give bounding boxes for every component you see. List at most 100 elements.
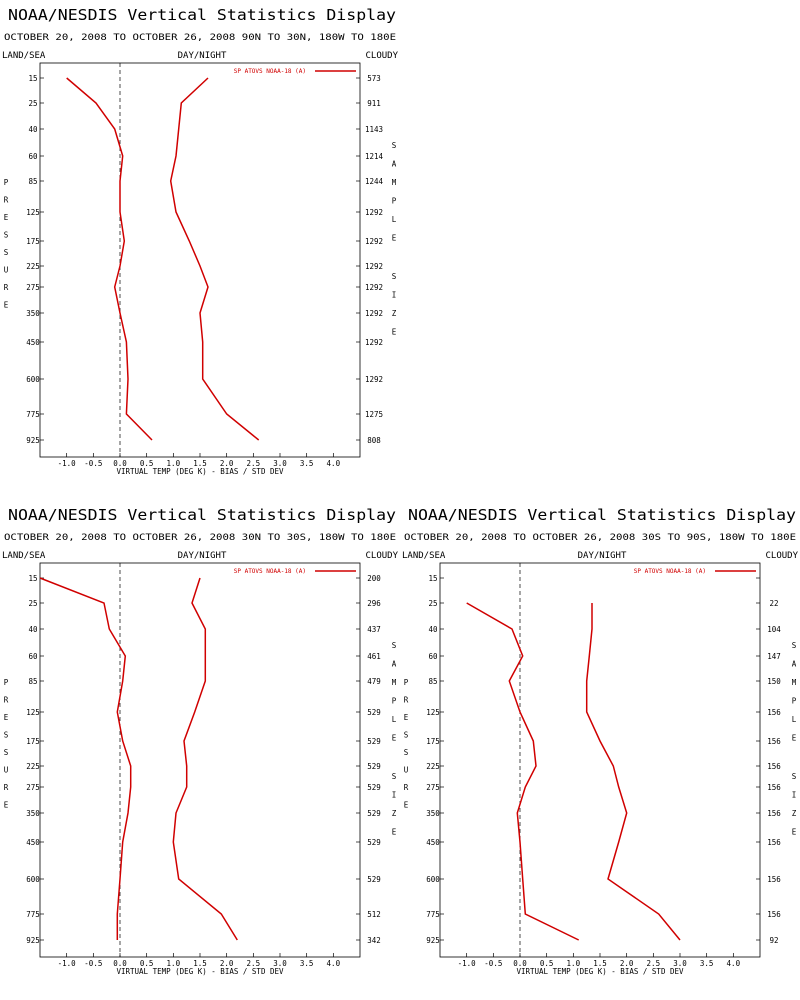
chart-panel-30n-30s: NOAA/NESDIS Vertical Statistics Display O… — [0, 500, 400, 1000]
sample-size-label: 156 — [767, 783, 781, 792]
chart-panel-90n-30n: NOAA/NESDIS Vertical Statistics Display O… — [0, 0, 400, 500]
y-axis-label-right-letter: A — [792, 660, 797, 669]
pressure-level-label: 225 — [426, 762, 440, 771]
x-tick-label: -0.5 — [84, 959, 102, 968]
pressure-level-label: 450 — [26, 838, 40, 847]
x-tick-label: 1.5 — [193, 959, 207, 968]
sample-size-label: 147 — [767, 652, 781, 661]
y-axis-label-left-letter: E — [4, 301, 9, 310]
sample-size-label: 1292 — [365, 208, 383, 217]
pressure-level-label: 600 — [26, 375, 40, 384]
x-tick-label: -1.0 — [458, 959, 477, 968]
legend-label: SP ATOVS NOAA-18 (A) — [234, 68, 306, 75]
y-axis-label-right-letter: E — [392, 234, 397, 243]
y-axis-label-left-letter: E — [4, 801, 9, 810]
y-axis-label-left-letter: E — [404, 801, 409, 810]
y-axis-label-left-letter: S — [4, 748, 9, 757]
x-tick-label: 3.0 — [673, 959, 687, 968]
header-land-sea: LAND/SEA — [2, 551, 46, 561]
x-axis-label: VIRTUAL TEMP (DEG K) - BIAS / STD DEV — [116, 467, 284, 476]
y-axis-label-right-letter: M — [792, 678, 797, 687]
x-tick-label: 3.5 — [300, 459, 314, 468]
pressure-level-label: 450 — [426, 838, 440, 847]
sample-size-label: 1292 — [365, 237, 383, 246]
sample-size-label: 1292 — [365, 283, 383, 292]
pressure-level-label: 15 — [28, 74, 37, 83]
header-land-sea: LAND/SEA — [2, 51, 46, 61]
x-tick-label: 2.0 — [220, 959, 234, 968]
sample-size-label: 529 — [367, 809, 381, 818]
y-axis-label-right-letter: E — [792, 734, 797, 743]
pressure-level-label: 925 — [26, 436, 40, 445]
sample-size-label: 529 — [367, 762, 381, 771]
pressure-level-label: 350 — [26, 309, 40, 318]
x-tick-label: 0.0 — [113, 459, 127, 468]
pressure-level-label: 125 — [26, 708, 40, 717]
y-axis-label-right-letter: S — [392, 141, 397, 150]
sample-size-label: 296 — [367, 599, 381, 608]
y-axis-label-right-letter: S — [392, 641, 397, 650]
chart-title: NOAA/NESDIS Vertical Statistics Display — [8, 6, 396, 24]
pressure-level-label: 25 — [428, 599, 437, 608]
y-axis-label-right-letter: L — [392, 215, 397, 224]
header-day-night: DAY/NIGHT — [578, 551, 627, 561]
sample-size-label: 156 — [767, 838, 781, 847]
y-axis-label-right-letter: P — [392, 697, 397, 706]
std-dev-line — [169, 77, 260, 441]
y-axis-label-right-letter: L — [392, 715, 397, 724]
std-dev-line — [172, 577, 238, 941]
sample-size-label: 156 — [767, 910, 781, 919]
y-axis-label-left-letter: S — [4, 231, 9, 240]
pressure-level-label: 600 — [26, 875, 40, 884]
pressure-level-label: 85 — [28, 677, 37, 686]
pressure-level-label: 175 — [26, 737, 40, 746]
pressure-level-label: 60 — [28, 652, 38, 661]
header-land-sea: LAND/SEA — [402, 551, 446, 561]
y-axis-label-right-letter: E — [392, 734, 397, 743]
pressure-level-label: 175 — [26, 237, 40, 246]
pressure-level-label: 40 — [28, 125, 38, 134]
y-axis-label-right-letter: M — [392, 678, 397, 687]
sample-size-label: 1292 — [365, 262, 383, 271]
pressure-level-label: 40 — [28, 625, 38, 634]
x-tick-label: 3.0 — [273, 459, 287, 468]
y-axis-label-left-letter: P — [404, 678, 409, 687]
legend-label: SP ATOVS NOAA-18 (A) — [634, 568, 706, 575]
bias-line — [466, 602, 580, 941]
sample-size-label: 512 — [367, 910, 381, 919]
y-axis-label-right-letter: S — [392, 272, 397, 281]
y-axis-label-right-letter: E — [792, 828, 797, 837]
x-tick-label: 0.5 — [140, 459, 154, 468]
plot-frame — [39, 62, 361, 458]
x-tick-label: 3.0 — [273, 959, 287, 968]
y-axis-label-right-letter: Z — [392, 809, 397, 818]
y-axis-label-right-letter: P — [792, 697, 797, 706]
chart-subtitle: OCTOBER 20, 2008 TO OCTOBER 26, 2008 30N… — [4, 533, 396, 543]
pressure-level-label: 125 — [26, 208, 40, 217]
sample-size-label: 911 — [367, 99, 381, 108]
pressure-level-label: 60 — [428, 652, 438, 661]
pressure-level-label: 925 — [26, 936, 40, 945]
y-axis-label-right-letter: M — [392, 178, 397, 187]
sample-size-label: 200 — [367, 574, 381, 583]
sample-size-label: 1275 — [365, 410, 383, 419]
sample-size-label: 529 — [367, 875, 381, 884]
pressure-level-label: 775 — [26, 910, 40, 919]
x-tick-label: -1.0 — [58, 959, 77, 968]
x-axis-label: VIRTUAL TEMP (DEG K) - BIAS / STD DEV — [116, 967, 284, 976]
pressure-level-label: 350 — [26, 809, 40, 818]
sample-size-label: 437 — [367, 625, 381, 634]
sample-size-label: 479 — [367, 677, 381, 686]
x-tick-label: 1.0 — [567, 959, 581, 968]
y-axis-label-left-letter: R — [4, 283, 9, 292]
pressure-level-label: 275 — [26, 283, 40, 292]
sample-size-label: 1292 — [365, 375, 383, 384]
pressure-level-label: 925 — [426, 936, 440, 945]
pressure-level-label: 175 — [426, 737, 440, 746]
x-tick-label: -0.5 — [484, 959, 502, 968]
x-tick-label: 1.0 — [167, 459, 181, 468]
x-tick-label: -1.0 — [58, 459, 77, 468]
y-axis-label-right-letter: I — [392, 791, 397, 800]
y-axis-label-left-letter: R — [4, 696, 9, 705]
x-tick-label: -0.5 — [84, 459, 102, 468]
